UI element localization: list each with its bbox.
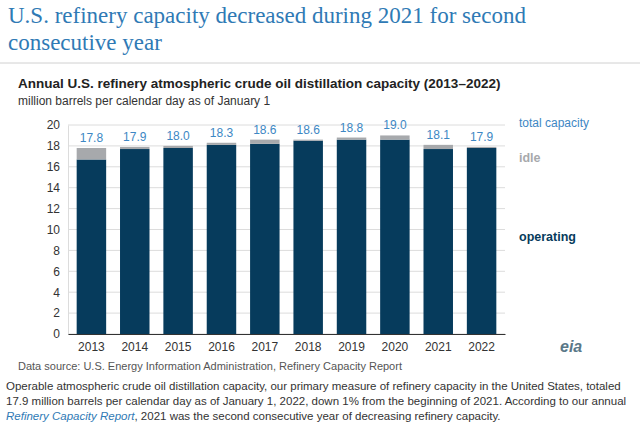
- bars: [77, 135, 497, 334]
- bar: [120, 149, 149, 334]
- y-tick: 20: [47, 118, 68, 132]
- series-0: [77, 140, 497, 334]
- footnote: Operable atmospheric crude oil distillat…: [6, 379, 632, 424]
- y-tick-label: 0: [53, 327, 60, 341]
- footnote-part: Operable atmospheric crude oil distillat…: [6, 380, 626, 407]
- x-tick-label: 2015: [165, 340, 192, 354]
- grid-line: [68, 125, 505, 126]
- y-tick: 18: [47, 139, 68, 153]
- series-label: idle: [519, 151, 541, 165]
- x-tick-label: 2021: [425, 340, 452, 354]
- logo: eia: [560, 338, 582, 355]
- footnote-part: , 2021 was the second consecutive year o…: [134, 410, 500, 422]
- total-label: 17.9: [470, 130, 494, 144]
- y-tick-label: 12: [47, 202, 61, 216]
- x-tick: 2015: [165, 334, 192, 354]
- x-tick: 2018: [295, 334, 322, 354]
- y-tick-label: 16: [47, 160, 61, 174]
- y-axis-line: [68, 126, 69, 335]
- total-labels: 17.8 17.9 18.0 18.3 18.6 18.6 18.8 19.0 18.1 17.9: [80, 118, 494, 145]
- y-tick: 14: [47, 181, 68, 195]
- x-tick-label: 2014: [121, 340, 148, 354]
- x-tick: 2014: [121, 334, 148, 354]
- y-tick-label: 8: [53, 244, 60, 258]
- bar: [250, 140, 279, 144]
- bar: [207, 143, 236, 145]
- x-tick-label: 2016: [208, 340, 235, 354]
- y-tick: 8: [53, 244, 68, 258]
- bar: [293, 141, 322, 334]
- x-tick: 2022: [468, 334, 495, 354]
- bar: [467, 148, 496, 334]
- total-capacity-label: total capacity: [519, 116, 589, 130]
- bar: [423, 145, 452, 149]
- y-tick: 4: [53, 286, 68, 300]
- bar: [207, 145, 236, 334]
- total-label: 18.8: [340, 121, 364, 135]
- x-tick: 2019: [338, 334, 365, 354]
- total-label: 18.3: [210, 126, 234, 140]
- total-label: 17.9: [123, 130, 147, 144]
- y-tick-label: 14: [47, 181, 61, 195]
- grid: [68, 125, 505, 334]
- y-tick-label: 18: [47, 139, 61, 153]
- y-tick: 0: [53, 327, 68, 341]
- y-tick: 12: [47, 202, 68, 216]
- y-tick: 10: [47, 223, 68, 237]
- x-tick: 2021: [425, 334, 452, 354]
- bar: [337, 138, 366, 140]
- divider: [0, 63, 640, 64]
- y-tick-label: 2: [53, 306, 60, 320]
- bar: [250, 144, 279, 334]
- y-tick: 6: [53, 265, 68, 279]
- footnote-part: Refinery Capacity Report: [6, 410, 134, 422]
- x-axis: 2013 2014 2015 2016 2017 2018 2019 2020 2021 2022: [69, 334, 506, 354]
- bar: [380, 140, 409, 334]
- x-axis-line: [69, 334, 506, 335]
- total-label: 19.0: [383, 118, 407, 132]
- bar: [77, 159, 106, 334]
- total-label: 18.1: [427, 128, 451, 142]
- total-label: 18.6: [296, 123, 320, 137]
- x-tick: 2016: [208, 334, 235, 354]
- source: Data source: U.S. Energy Information Adm…: [18, 360, 402, 372]
- bar: [380, 135, 409, 139]
- bar: [293, 140, 322, 141]
- y-tick-label: 20: [47, 118, 61, 132]
- y-tick: 2: [53, 306, 68, 320]
- x-tick-label: 2013: [78, 340, 105, 354]
- x-tick-label: 2017: [251, 340, 278, 354]
- chart: Annual U.S. refinery atmospheric crude o…: [0, 60, 640, 378]
- x-tick: 2013: [78, 334, 105, 354]
- y-tick-label: 4: [53, 286, 60, 300]
- bar: [77, 148, 106, 159]
- chart-title: Annual U.S. refinery atmospheric crude o…: [18, 76, 500, 91]
- bar: [467, 147, 496, 148]
- x-tick-label: 2022: [468, 340, 495, 354]
- y-tick: 16: [47, 160, 68, 174]
- total-label: 18.0: [166, 129, 190, 143]
- x-tick: 2020: [382, 334, 409, 354]
- x-tick-label: 2020: [382, 340, 409, 354]
- y-tick-label: 6: [53, 265, 60, 279]
- x-tick-label: 2018: [295, 340, 322, 354]
- y-axis: 0 2 4 6 8 10 12 14 16 18 20: [47, 118, 69, 341]
- y-tick-label: 10: [47, 223, 61, 237]
- total-label: 17.8: [80, 131, 104, 145]
- bar: [337, 140, 366, 334]
- chart-subtitle: million barrels per calendar day as of J…: [18, 94, 270, 108]
- bar: [163, 146, 192, 148]
- headline: U.S. refinery capacity decreased during …: [8, 2, 593, 56]
- total-label: 18.6: [253, 123, 277, 137]
- x-tick-label: 2019: [338, 340, 365, 354]
- bar: [423, 149, 452, 334]
- x-tick: 2017: [251, 334, 278, 354]
- bar: [163, 148, 192, 334]
- bar: [120, 147, 149, 149]
- series-label: operating: [519, 230, 576, 244]
